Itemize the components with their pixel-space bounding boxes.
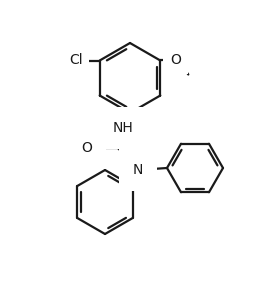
- Text: N: N: [133, 163, 143, 177]
- Text: O: O: [82, 141, 92, 155]
- Text: Cl: Cl: [69, 54, 83, 67]
- Text: NH: NH: [113, 121, 133, 135]
- Text: O: O: [170, 54, 181, 67]
